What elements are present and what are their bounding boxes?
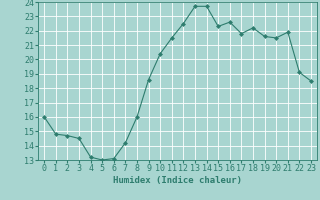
- X-axis label: Humidex (Indice chaleur): Humidex (Indice chaleur): [113, 176, 242, 185]
